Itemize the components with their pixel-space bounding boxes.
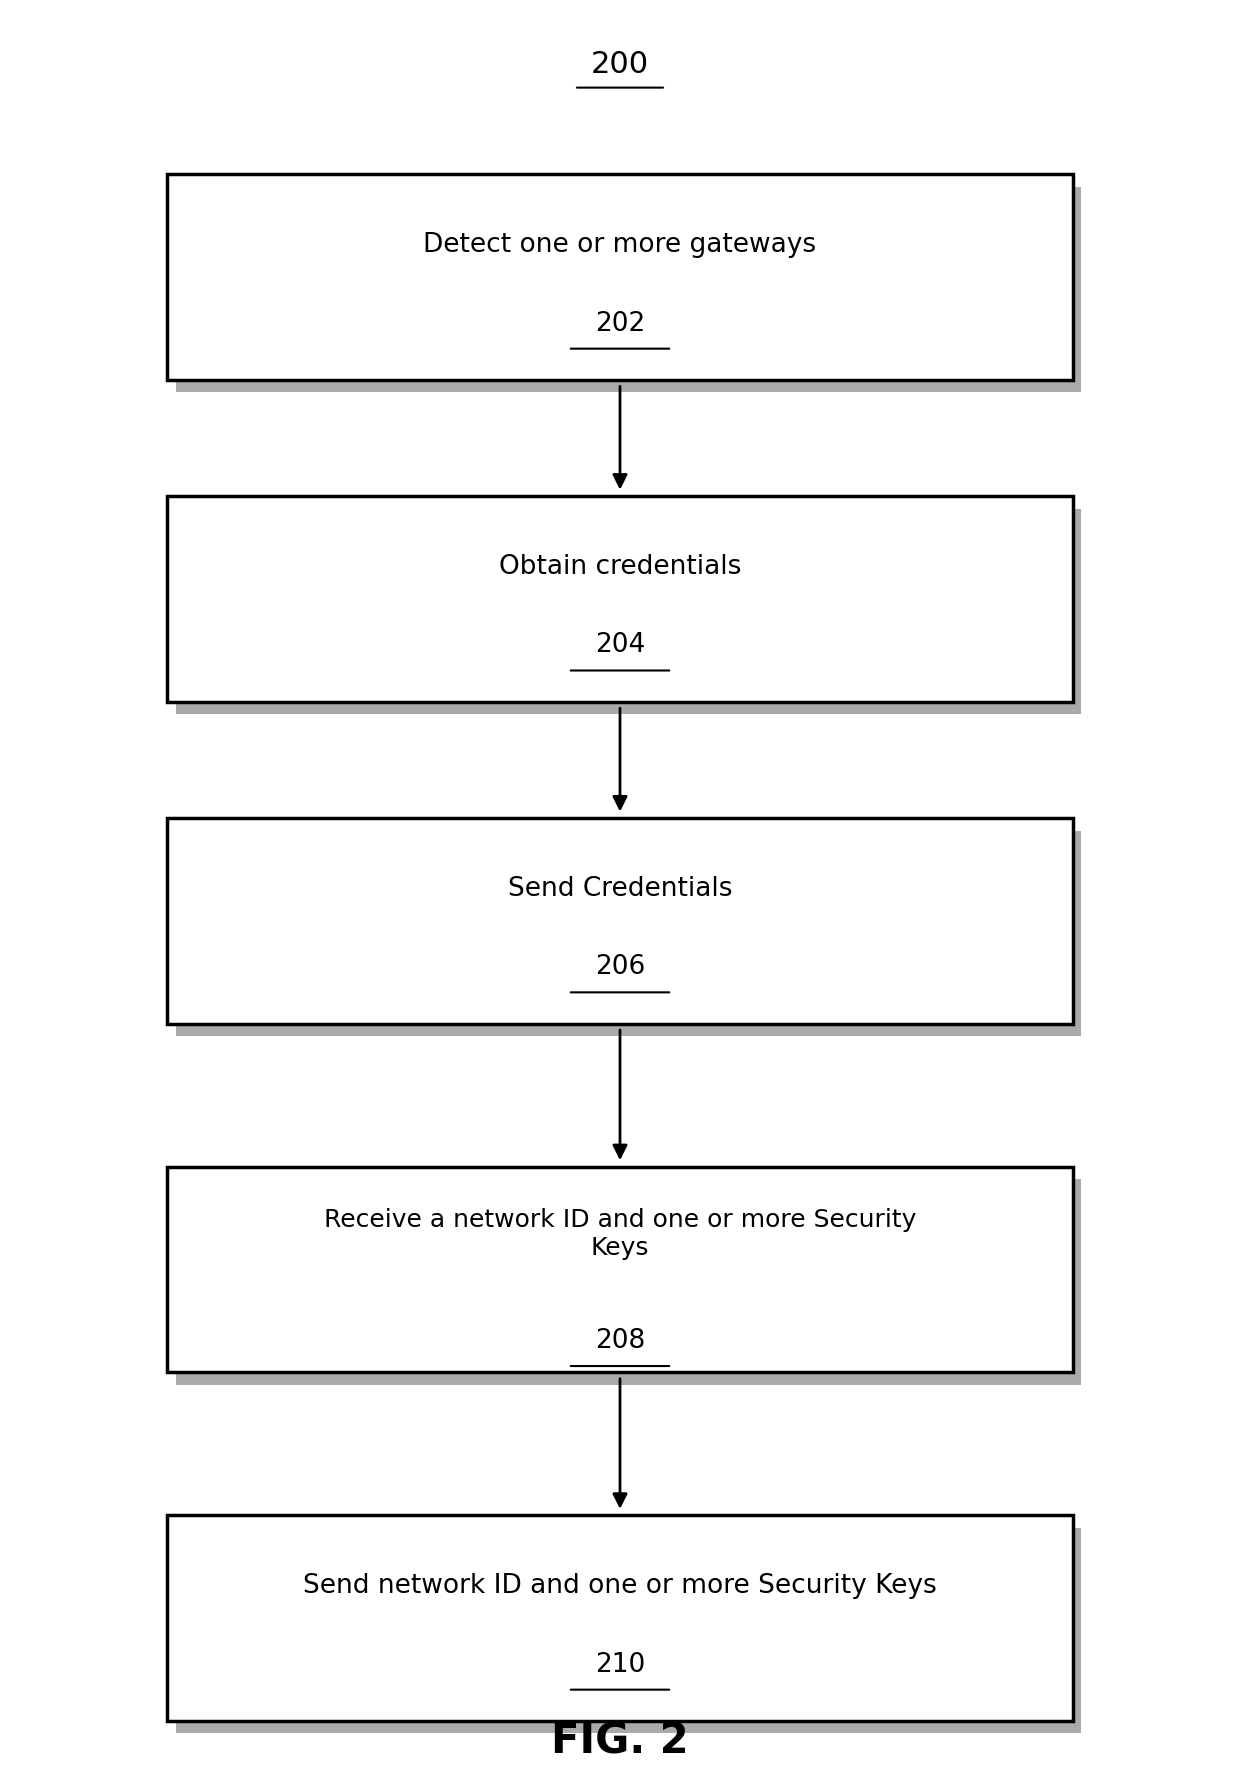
Bar bbox=[167, 819, 1073, 1023]
Text: 210: 210 bbox=[595, 1652, 645, 1677]
Bar bbox=[176, 830, 1081, 1037]
Text: Send network ID and one or more Security Keys: Send network ID and one or more Security… bbox=[303, 1573, 937, 1598]
Text: Send Credentials: Send Credentials bbox=[507, 876, 733, 901]
Bar bbox=[176, 510, 1081, 715]
Bar bbox=[176, 1180, 1081, 1384]
Text: Detect one or more gateways: Detect one or more gateways bbox=[423, 232, 817, 257]
Bar bbox=[167, 175, 1073, 381]
Text: 200: 200 bbox=[591, 50, 649, 79]
Text: 204: 204 bbox=[595, 633, 645, 658]
Bar bbox=[167, 1516, 1073, 1720]
Text: Obtain credentials: Obtain credentials bbox=[498, 554, 742, 579]
Bar bbox=[167, 1168, 1073, 1373]
Text: 208: 208 bbox=[595, 1328, 645, 1354]
Bar bbox=[176, 188, 1081, 393]
Bar bbox=[176, 1527, 1081, 1734]
Text: 206: 206 bbox=[595, 955, 645, 980]
Text: 202: 202 bbox=[595, 311, 645, 336]
Text: Receive a network ID and one or more Security
Keys: Receive a network ID and one or more Sec… bbox=[324, 1209, 916, 1259]
Text: FIG. 2: FIG. 2 bbox=[552, 1720, 688, 1763]
Bar bbox=[167, 497, 1073, 701]
